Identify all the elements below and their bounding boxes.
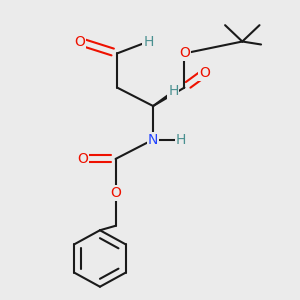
Text: H: H: [143, 34, 154, 49]
Text: H: H: [168, 84, 179, 98]
Text: O: O: [74, 34, 85, 49]
Text: H: H: [176, 133, 187, 147]
Text: N: N: [148, 133, 158, 147]
Text: O: O: [110, 186, 121, 200]
Text: O: O: [199, 66, 210, 80]
Text: O: O: [77, 152, 88, 166]
Text: O: O: [179, 46, 190, 60]
